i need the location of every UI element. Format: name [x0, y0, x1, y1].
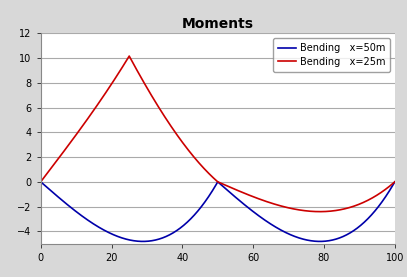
Title: Moments: Moments	[182, 17, 254, 31]
Bending   x=50m	[315, 240, 319, 243]
Bending   x=25m	[127, 54, 132, 58]
Line: Bending   x=25m: Bending x=25m	[41, 56, 395, 212]
Bending   x=25m	[352, 204, 357, 208]
Bending   x=25m	[376, 193, 381, 196]
Bending   x=25m	[110, 81, 115, 84]
Bending   x=50m	[328, 239, 333, 242]
Bending   x=25m	[60, 152, 65, 155]
Legend: Bending   x=50m, Bending   x=25m: Bending x=50m, Bending x=25m	[274, 38, 390, 72]
Bending   x=50m	[60, 199, 65, 202]
Bending   x=25m	[38, 180, 43, 183]
Bending   x=50m	[375, 206, 380, 209]
Bending   x=50m	[110, 233, 115, 236]
Bending   x=25m	[317, 210, 322, 213]
Line: Bending   x=50m: Bending x=50m	[41, 182, 395, 242]
Bending   x=50m	[38, 180, 43, 183]
Bending   x=50m	[140, 240, 145, 243]
Bending   x=25m	[392, 180, 397, 183]
Bending   x=25m	[328, 209, 333, 213]
Bending   x=50m	[392, 180, 397, 183]
Bending   x=25m	[315, 210, 319, 213]
Bending   x=50m	[352, 229, 357, 232]
